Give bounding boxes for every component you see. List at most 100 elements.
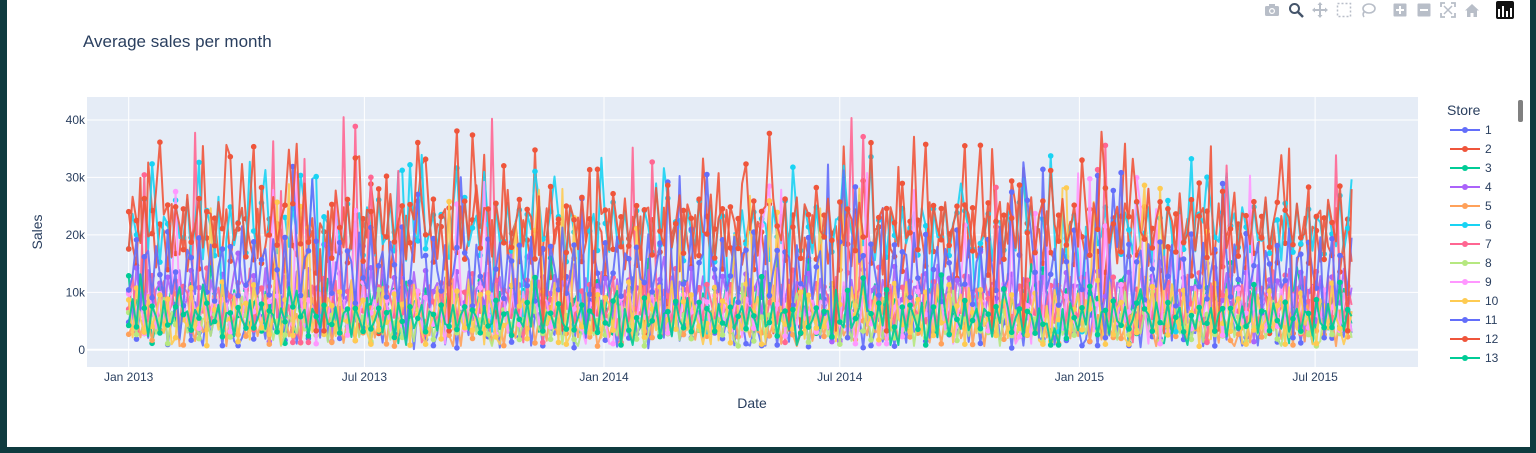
legend-item-2[interactable]: 2 (1450, 142, 1492, 156)
data-point (1087, 176, 1093, 182)
data-point (1344, 225, 1351, 232)
legend-item-9[interactable]: 9 (1450, 275, 1492, 289)
data-point (1118, 335, 1124, 342)
legend-item-1[interactable]: 1 (1450, 123, 1492, 137)
data-point (235, 292, 241, 299)
data-point (985, 328, 991, 334)
data-point (336, 224, 343, 231)
legend-item-3[interactable]: 3 (1450, 161, 1492, 175)
data-point (430, 342, 437, 349)
data-point (1165, 332, 1171, 338)
data-point (985, 311, 991, 318)
data-point (1008, 215, 1015, 221)
legend-item-10[interactable]: 10 (1450, 294, 1499, 308)
zoom-out-icon[interactable] (1414, 0, 1434, 20)
data-point (1118, 299, 1124, 306)
data-point (1235, 253, 1242, 259)
data-point (391, 262, 398, 268)
data-point (1321, 324, 1327, 331)
zoom-in-icon[interactable] (1390, 0, 1410, 20)
legend-item-5[interactable]: 5 (1450, 199, 1492, 213)
data-point (352, 123, 359, 130)
data-point (977, 240, 984, 247)
box-select-icon[interactable] (1334, 0, 1354, 20)
data-point (1258, 334, 1265, 340)
data-point (446, 198, 452, 205)
data-point (860, 328, 866, 334)
data-point (790, 302, 796, 309)
legend-item-7[interactable]: 7 (1450, 237, 1492, 251)
data-point (735, 343, 741, 349)
data-point (1157, 319, 1163, 326)
data-point (1305, 184, 1312, 190)
data-point (743, 340, 749, 347)
data-point (1126, 309, 1132, 315)
data-point (524, 206, 530, 213)
data-point (1126, 326, 1132, 332)
data-point (485, 323, 491, 329)
data-point (1079, 286, 1085, 293)
data-point (915, 246, 921, 253)
data-point (1337, 279, 1343, 286)
data-point (508, 339, 515, 345)
data-point (375, 186, 382, 192)
data-point (891, 280, 898, 287)
data-point (907, 229, 913, 236)
series-12[interactable] (125, 128, 1353, 334)
window-frame-bottom (0, 447, 1536, 453)
data-point (227, 293, 234, 300)
data-point (1032, 249, 1038, 256)
series-13[interactable] (125, 272, 1353, 348)
data-point (626, 327, 632, 334)
data-point (1079, 157, 1085, 163)
zoom-icon[interactable] (1286, 0, 1306, 20)
data-point (391, 291, 398, 297)
data-point (907, 334, 913, 340)
legend-scrollbar[interactable] (1518, 100, 1523, 122)
data-point (571, 217, 577, 223)
data-point (407, 342, 413, 348)
data-point (1274, 278, 1281, 284)
data-point (188, 239, 194, 245)
legend-item-12[interactable]: 12 (1450, 332, 1499, 346)
data-point (415, 315, 421, 322)
legend-item-6[interactable]: 6 (1450, 218, 1492, 232)
data-point (352, 300, 359, 306)
data-point (1149, 245, 1156, 251)
data-point (993, 184, 999, 191)
pan-icon[interactable] (1310, 0, 1330, 20)
data-point (727, 204, 734, 210)
data-point (235, 220, 241, 227)
legend-item-11[interactable]: 11 (1450, 313, 1498, 327)
data-point (813, 329, 820, 335)
data-point (454, 128, 460, 134)
reset-axes-icon[interactable] (1462, 0, 1482, 20)
data-point (282, 214, 288, 221)
data-point (594, 329, 601, 336)
data-point (243, 300, 249, 307)
data-point (266, 232, 273, 238)
autoscale-icon[interactable] (1438, 0, 1458, 20)
legend-item-8[interactable]: 8 (1450, 256, 1492, 270)
data-point (368, 341, 374, 348)
data-point (290, 200, 296, 207)
data-point (344, 288, 351, 295)
data-point (876, 292, 882, 299)
data-point (125, 273, 132, 279)
data-point (805, 339, 812, 345)
legend-item-13[interactable]: 13 (1450, 351, 1499, 365)
data-point (1008, 329, 1015, 336)
y-tick-label: 40k (66, 113, 86, 127)
data-point (626, 255, 632, 262)
data-point (602, 294, 609, 301)
data-point (766, 130, 773, 137)
camera-icon[interactable] (1262, 0, 1282, 20)
data-point (1024, 197, 1031, 204)
legend-label: 13 (1485, 351, 1499, 365)
lasso-select-icon[interactable] (1358, 0, 1378, 20)
plotly-logo-icon[interactable] (1496, 1, 1514, 19)
legend-item-4[interactable]: 4 (1450, 180, 1492, 194)
data-point (1180, 239, 1187, 246)
